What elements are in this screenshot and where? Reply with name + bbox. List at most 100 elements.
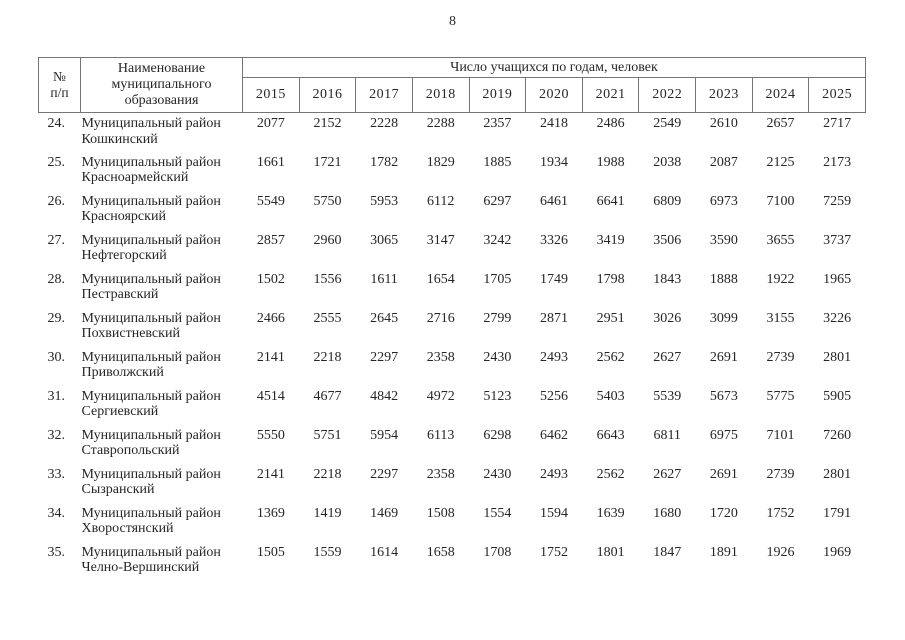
- students-count-cell: 1720: [709, 505, 738, 521]
- students-count-cell: 1369: [256, 505, 285, 521]
- row-number: 31.: [47, 388, 66, 404]
- header-years-row: 2015 2016 2017 2018 2019 2020 2021 2022 …: [39, 77, 866, 113]
- header-year: 2020: [525, 77, 583, 113]
- students-count-cell: 2038: [653, 154, 682, 170]
- students-count-cell: 2801: [823, 466, 852, 482]
- students-count-cell: 1965: [823, 271, 852, 287]
- students-count-cell: 2358: [426, 466, 455, 482]
- students-count-cell: 1934: [539, 154, 568, 170]
- students-count-cell: 4842: [370, 388, 399, 404]
- students-count-cell: 1801: [596, 544, 625, 560]
- students-count-cell: 6112: [426, 193, 455, 209]
- table-row: 35. Муниципальный район Челно-Вершинский 1…: [39, 542, 866, 581]
- students-count-cell: 5403: [596, 388, 625, 404]
- students-count-cell: 3590: [709, 232, 738, 248]
- students-by-year-table: № п/п Наименование муниципального образо…: [38, 57, 866, 581]
- students-count-cell: 1469: [370, 505, 399, 521]
- students-count-cell: 6643: [596, 427, 625, 443]
- students-count-cell: 2627: [653, 466, 682, 482]
- students-count-cell: 1556: [313, 271, 342, 287]
- district-name: Муниципальный район Похвистневский: [81, 310, 221, 342]
- students-count-cell: 2555: [313, 310, 342, 326]
- row-number: 28.: [47, 271, 66, 287]
- students-count-cell: 2562: [596, 349, 625, 365]
- students-count-cell: 3242: [483, 232, 512, 248]
- students-count-cell: 1559: [313, 544, 342, 560]
- header-year: 2018: [411, 77, 470, 113]
- students-count-cell: 2493: [539, 466, 568, 482]
- students-count-cell: 1654: [426, 271, 455, 287]
- students-count-cell: 2627: [653, 349, 682, 365]
- students-count-cell: 1885: [483, 154, 512, 170]
- row-number: 27.: [47, 232, 66, 248]
- students-count-cell: 6461: [539, 193, 568, 209]
- students-count-cell: 1639: [596, 505, 625, 521]
- students-count-cell: 3026: [653, 310, 682, 326]
- header-year: 2017: [355, 77, 413, 113]
- students-count-cell: 1782: [370, 154, 399, 170]
- students-count-cell: 5905: [823, 388, 852, 404]
- students-count-cell: 6641: [596, 193, 625, 209]
- students-count-cell: 2717: [823, 116, 852, 131]
- students-count-cell: 1922: [766, 271, 795, 287]
- row-number: 25.: [47, 154, 66, 170]
- students-count-cell: 2549: [653, 116, 682, 131]
- students-count-cell: 2799: [483, 310, 512, 326]
- students-count-cell: 5549: [256, 193, 285, 209]
- students-count-cell: 1505: [256, 544, 285, 560]
- students-count-cell: 2141: [256, 349, 285, 365]
- students-count-cell: 5954: [370, 427, 399, 443]
- students-count-cell: 1791: [823, 505, 852, 521]
- students-count-cell: 1847: [653, 544, 682, 560]
- students-count-cell: 2801: [823, 349, 852, 365]
- row-number: 26.: [47, 193, 66, 209]
- header-year: 2024: [751, 77, 810, 113]
- students-count-cell: 3147: [426, 232, 455, 248]
- students-count-cell: 6462: [539, 427, 568, 443]
- students-count-cell: 1502: [256, 271, 285, 287]
- table-row: 28. Муниципальный район Пестравский 1502 15…: [39, 269, 866, 308]
- students-count-cell: 5775: [766, 388, 795, 404]
- students-count-cell: 1419: [313, 505, 342, 521]
- students-count-cell: 2418: [539, 116, 568, 131]
- students-count-cell: 1798: [596, 271, 625, 287]
- students-count-cell: 2739: [766, 466, 795, 482]
- district-name: Муниципальный район Челно-Вершинский: [81, 544, 221, 576]
- students-count-cell: 7259: [823, 193, 852, 209]
- students-count-cell: 1661: [256, 154, 285, 170]
- students-count-cell: 2466: [256, 310, 285, 326]
- students-count-cell: 3155: [766, 310, 795, 326]
- students-count-cell: 2857: [256, 232, 285, 248]
- district-name: Муниципальный район Приволжский: [81, 349, 221, 381]
- header-year: 2016: [298, 77, 357, 113]
- students-count-cell: 2357: [483, 116, 512, 131]
- students-count-cell: 5673: [709, 388, 738, 404]
- district-name: Муниципальный район Сергиевский: [81, 388, 221, 420]
- students-count-cell: 2358: [426, 349, 455, 365]
- students-count-cell: 1752: [766, 505, 795, 521]
- header-students-group: Число учащихся по годам, человек: [242, 57, 866, 78]
- students-count-cell: 1658: [426, 544, 455, 560]
- students-count-cell: 2657: [766, 116, 795, 131]
- students-count-cell: 1752: [539, 544, 568, 560]
- students-count-cell: 3226: [823, 310, 852, 326]
- students-count-cell: 2716: [426, 310, 455, 326]
- students-count-cell: 2951: [596, 310, 625, 326]
- students-count-cell: 4677: [313, 388, 342, 404]
- table-row: 33. Муниципальный район Сызранский 2141 221…: [39, 464, 866, 503]
- students-count-cell: 4972: [426, 388, 455, 404]
- students-count-cell: 5550: [256, 427, 285, 443]
- row-number: 29.: [47, 310, 66, 326]
- table-row: 29. Муниципальный район Похвистневский 246…: [39, 308, 866, 347]
- students-count-cell: 2173: [823, 154, 852, 170]
- students-count-cell: 1829: [426, 154, 455, 170]
- row-number: 33.: [47, 466, 66, 482]
- students-count-cell: 3099: [709, 310, 738, 326]
- district-name: Муниципальный район Ставропольский: [81, 427, 221, 459]
- students-count-cell: 3506: [653, 232, 682, 248]
- row-number: 24.: [47, 116, 66, 131]
- students-count-cell: 2218: [313, 466, 342, 482]
- students-count-cell: 2871: [539, 310, 568, 326]
- students-count-cell: 2077: [256, 116, 285, 131]
